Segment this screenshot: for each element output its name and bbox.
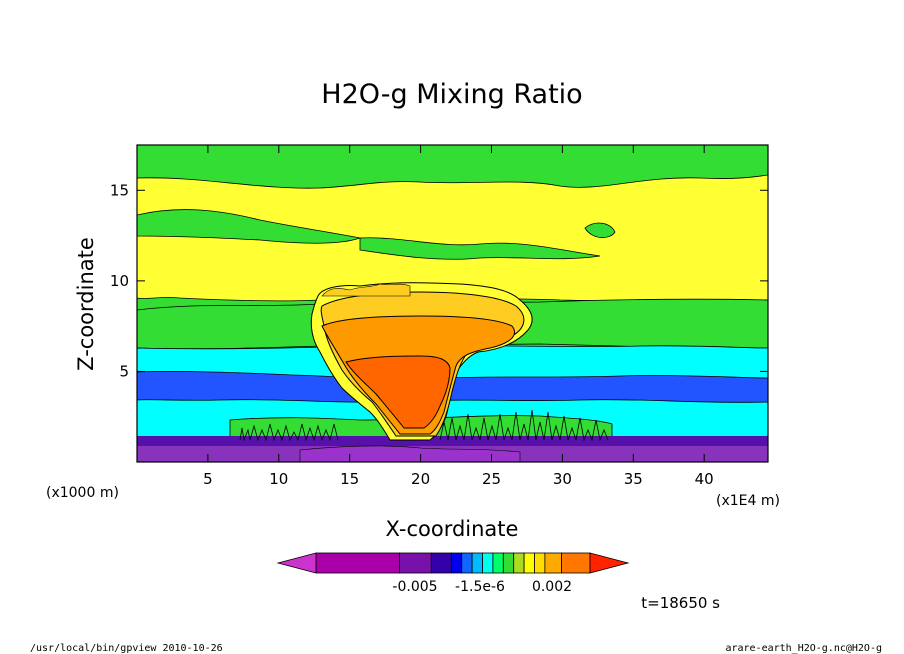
colorbar-segment [471,552,483,574]
colorbar-segment [502,552,515,574]
green-patch-right [584,222,616,238]
y-axis-label: Z-coordinate [74,237,98,371]
colorbar-segment [534,552,546,574]
y-tick-label: 10 [110,272,129,290]
contour-field [137,145,768,462]
boundary-purple-pool [299,445,521,462]
plot-frame [136,144,769,463]
colorbar-segment [492,552,504,574]
yellow-gap-center [359,237,601,260]
colorbar-label: -0.005 [392,579,437,595]
colorbar-segment [430,552,452,574]
colorbar-label: -1.5e-6 [455,579,505,595]
colorbar-segment [450,552,463,574]
x-tick-label: 30 [553,470,572,488]
colorbar-labels: -0.005 -1.5e-6 0.002 [392,579,572,595]
colorbar-segment [399,552,432,574]
x-tick-label: 20 [411,470,430,488]
x-unit-right: (x1E4 m) [716,493,780,509]
anvil-dark-orange [345,355,451,429]
anvil-top [321,283,411,297]
colorbar-arrow-left [276,552,317,574]
colorbar-arrow-right [589,552,630,574]
colorbar-segment [513,552,525,574]
colorbar-segment [482,552,494,574]
colorbar-segment [544,552,562,574]
y-tick-label: 5 [119,362,129,380]
footer-left: /usr/local/bin/gpview 2010-10-26 [30,643,223,654]
colorbar [276,552,630,574]
x-tick-label: 10 [269,470,288,488]
footer-right: arare-earth_H2O-g.nc@H2O-g [725,643,882,654]
colorbar-segment [523,552,535,574]
x-tick-label: 40 [695,470,714,488]
chart-title: H2O-g Mixing Ratio [321,79,582,110]
colorbar-segment [561,552,591,574]
surface-convection [239,409,609,442]
x-axis-label: X-coordinate [386,517,519,541]
colorbar-segment [461,552,473,574]
time-label: t=18650 s [641,594,720,612]
layer-yellow-band [137,174,768,302]
x-unit-left: (x1000 m) [46,485,119,501]
x-tick-label: 15 [340,470,359,488]
colorbar-segment [315,552,400,574]
x-axis: 5 10 15 20 25 30 35 40 [203,145,714,488]
x-tick-label: 35 [624,470,643,488]
colorbar-label: 0.002 [532,579,572,595]
x-tick-label: 25 [482,470,501,488]
y-tick-label: 15 [110,181,129,199]
y-axis: 5 10 15 [110,181,768,380]
x-tick-label: 5 [203,470,213,488]
